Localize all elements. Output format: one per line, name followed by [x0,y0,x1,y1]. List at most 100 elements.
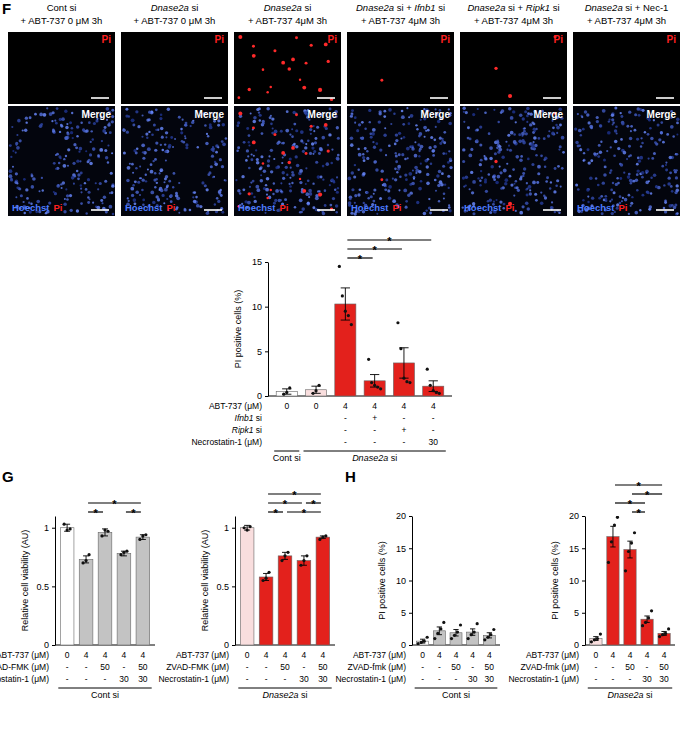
nucleus [373,160,376,163]
y-tick: 10 [569,576,585,586]
image-header: + ABT-737 4μM 3h [361,15,440,26]
nucleus [135,152,138,155]
y-tick-mark [232,528,235,529]
nucleus [393,112,395,114]
nucleus [620,163,623,166]
nucleus [532,181,536,185]
nucleus [131,118,135,122]
condition-label: ABT-737 (μM) [353,650,406,660]
pi-dot [252,126,255,129]
nucleus [88,121,91,124]
nucleus [271,117,274,120]
plot-marks [417,621,496,645]
nucleus [428,198,430,200]
nucleus [148,111,151,114]
nucleus [526,107,530,111]
pi-dot [295,113,298,116]
nucleus [267,159,270,162]
nucleus [655,142,658,145]
nucleus [600,195,603,198]
nucleus [647,133,650,136]
nucleus [536,181,539,184]
nucleus [217,200,220,203]
nucleus [334,188,336,190]
nucleus [280,130,283,133]
nucleus [626,125,629,128]
nucleus [88,191,91,194]
data-point [370,381,373,384]
nucleus [335,204,338,207]
group-line [588,688,672,689]
y-tick-label: 1 [44,523,49,533]
nucleus [617,147,620,150]
nucleus [125,108,128,111]
nucleus [384,188,387,191]
data-point [63,523,66,526]
nucleus [581,116,583,118]
data-point [590,640,593,643]
nucleus [168,145,171,148]
nucleus [166,184,169,187]
nucleus [544,165,547,168]
nucleus [217,124,220,127]
nucleus [634,211,638,215]
nucleus [211,155,214,158]
nucleus [252,120,256,124]
channel-label: Pi [102,34,112,45]
data-point [103,528,106,531]
data-point [402,377,405,380]
error-cap [341,287,350,288]
nucleus [449,166,452,169]
y-tick: 20 [569,511,585,521]
bar [433,631,445,645]
nucleus [439,137,442,140]
nucleus [522,175,524,177]
nucleus [59,131,61,133]
nucleus [46,107,48,109]
nucleus [320,176,323,179]
condition-value: 30 [485,674,495,684]
nucleus [354,122,356,124]
nucleus [676,122,679,125]
nucleus [448,204,450,206]
nucleus [256,161,260,165]
nucleus [507,134,510,137]
nucleus [596,116,599,119]
nucleus [291,128,293,130]
nucleus [322,179,324,181]
error-line [345,288,346,320]
significance-label: * [131,507,136,519]
nucleus [558,148,560,150]
nucleus [398,189,400,191]
nucleus [510,131,514,135]
nucleus [225,137,228,140]
nucleus [163,181,165,183]
condition-value: + [372,413,377,423]
data-point [470,633,473,636]
nucleus [392,178,394,180]
nucleus [132,184,135,187]
pi-dot [327,149,330,152]
nucleus [111,115,114,118]
nucleus [525,201,529,205]
nucleus [477,108,479,110]
nucleus [145,133,148,136]
nucleus [555,184,558,187]
nucleus [540,155,543,158]
nucleus [462,107,465,110]
merge-image [460,106,567,216]
condition-value: 4 [487,650,492,660]
group-label: Dnase2a si [352,453,397,463]
nucleus [493,109,495,111]
nucleus [538,137,541,140]
nucleus [405,206,408,209]
nucleus [9,174,13,178]
nucleus [260,155,263,158]
data-point [486,636,489,639]
nucleus [366,157,369,160]
nucleus [73,143,76,146]
nucleus [372,141,374,143]
data-point [450,637,453,640]
nucleus [221,211,224,214]
nucleus [112,213,115,216]
